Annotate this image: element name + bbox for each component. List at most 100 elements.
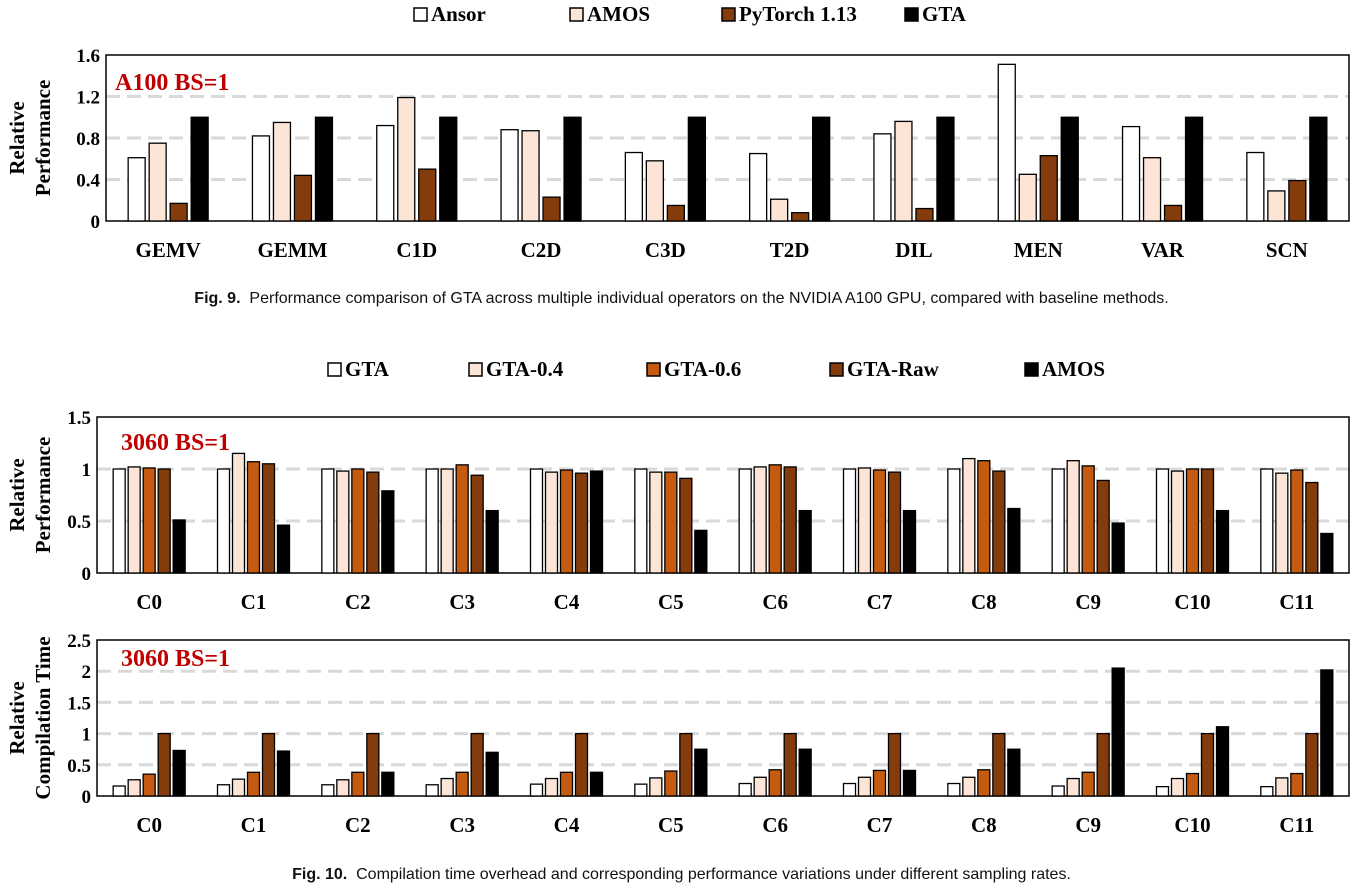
chart1-ylabel-line: Performance <box>31 437 55 554</box>
chart0-bar <box>1184 116 1204 222</box>
chart2-category-label: C4 <box>554 813 580 837</box>
chart0-bar <box>563 116 582 222</box>
chart2-bar <box>321 784 335 797</box>
chart1-bar <box>992 470 1006 574</box>
chart0-ytick-label: 0.8 <box>76 129 100 150</box>
chart0-category-label: GEMV <box>135 238 200 262</box>
chart2-category-label: C7 <box>867 813 893 837</box>
chart1-bar <box>1155 468 1170 574</box>
chart2-bar <box>857 776 872 797</box>
chart1-bar <box>1111 522 1125 574</box>
chart0-bar <box>542 196 561 222</box>
chart1-bar <box>768 464 782 574</box>
chart2-bar <box>992 732 1006 797</box>
chart0-bar <box>251 135 271 222</box>
chart2-bar <box>231 778 246 797</box>
chart1-ytick-label: 0 <box>82 564 92 585</box>
chart1-bar <box>634 468 648 574</box>
chart2-bar <box>559 771 574 797</box>
chart0-category-label: DIL <box>895 238 932 262</box>
chart2-bar <box>1096 732 1110 797</box>
fig10-legend-swatch-1 <box>468 362 483 377</box>
chart2-bar <box>112 785 126 797</box>
chart2-category-label: C8 <box>971 813 997 837</box>
fig10-legend-swatch-2 <box>646 362 661 377</box>
fig10-legend-label-4: AMOS <box>1042 357 1105 381</box>
chart0-bar <box>894 120 913 222</box>
chart0-bar <box>1288 179 1307 222</box>
chart2-bar <box>1170 777 1185 797</box>
chart0-category-label: MEN <box>1014 238 1063 262</box>
chart1-bar <box>664 471 678 574</box>
chart2-bar <box>1185 772 1200 797</box>
chart1-category-label: C8 <box>971 590 997 614</box>
chart1-category-label: C0 <box>136 590 162 614</box>
chart2-bar <box>768 769 782 797</box>
chart2-bar <box>425 784 439 797</box>
chart1-bar <box>902 509 917 574</box>
chart1-bar <box>1051 468 1065 574</box>
chart1-bar <box>544 471 559 574</box>
chart1-bar <box>231 452 246 574</box>
chart2-bar <box>887 732 902 797</box>
chart0-ylabel-line: Performance <box>31 80 55 197</box>
chart2-bar <box>276 750 291 797</box>
chart1-bar <box>1185 468 1200 574</box>
chart1-bar <box>947 468 961 574</box>
chart2-bar <box>634 783 648 797</box>
fig10-caption: Fig. 10. Compilation time overhead and c… <box>0 866 1363 884</box>
chart0-bar <box>873 133 892 222</box>
chart0-category-label: T2D <box>770 238 810 262</box>
chart1-bar <box>470 474 484 574</box>
chart1-bar <box>1200 468 1215 574</box>
chart2-category-label: C1 <box>241 813 267 837</box>
chart1-bar <box>321 468 335 574</box>
chart0-bar <box>1309 116 1328 222</box>
chart1-bar <box>1096 479 1110 574</box>
chart0-bar <box>812 116 831 222</box>
fig10-legend-label-1: GTA-0.4 <box>486 357 564 381</box>
chart0-ylabel-line: Relative <box>5 101 29 174</box>
chart2-category-label: C11 <box>1279 813 1314 837</box>
chart2-bar <box>1066 777 1080 797</box>
chart1-bar <box>157 468 171 574</box>
chart1-bar <box>753 466 767 574</box>
chart0-bar <box>1039 154 1058 222</box>
chart2-bar <box>589 771 604 797</box>
chart0-bar <box>645 160 664 222</box>
chart2-panel-label: 3060 BS=1 <box>121 646 230 672</box>
chart1-bar <box>172 519 186 574</box>
chart1-bar <box>574 472 589 574</box>
chart2-bar <box>470 732 484 797</box>
chart0-bar <box>791 212 810 222</box>
chart2-bar <box>351 771 365 797</box>
chart2-category-label: C3 <box>449 813 475 837</box>
chart2-bar <box>544 777 559 797</box>
chart2-bar <box>694 748 708 797</box>
chart0-category-label: C3D <box>645 238 686 262</box>
chart1-bar <box>589 470 604 574</box>
fig9-legend-label-0: Ansor <box>431 2 486 26</box>
fig9-caption: Fig. 9. Performance comparison of GTA ac… <box>0 290 1363 308</box>
chart2-bar <box>1007 748 1021 797</box>
chart0-bar <box>1163 204 1183 222</box>
chart1-category-label: C11 <box>1279 590 1314 614</box>
chart0-bar <box>1060 116 1079 222</box>
chart1-bar <box>142 467 156 574</box>
chart0-category-label: SCN <box>1266 238 1308 262</box>
chart2-bar <box>1305 732 1319 797</box>
chart0-bar <box>314 116 334 222</box>
chart1-ytick-label: 1 <box>82 460 92 481</box>
chart1-bar <box>485 509 499 574</box>
chart0-ylabel: RelativePerformance <box>5 80 55 197</box>
chart2-ylabel: RelativeCompilation Time <box>5 636 55 799</box>
chart2-bar <box>127 779 141 797</box>
chart1-bar <box>798 509 812 574</box>
chart1-bar <box>1066 460 1080 574</box>
chart1-bar <box>336 470 350 574</box>
fig10-legend-swatch-3 <box>829 362 844 377</box>
chart1-ytick-label: 0.5 <box>67 512 91 533</box>
chart1-bar <box>977 460 991 574</box>
chart2-bar <box>798 748 812 797</box>
chart0-frame <box>105 54 1350 222</box>
